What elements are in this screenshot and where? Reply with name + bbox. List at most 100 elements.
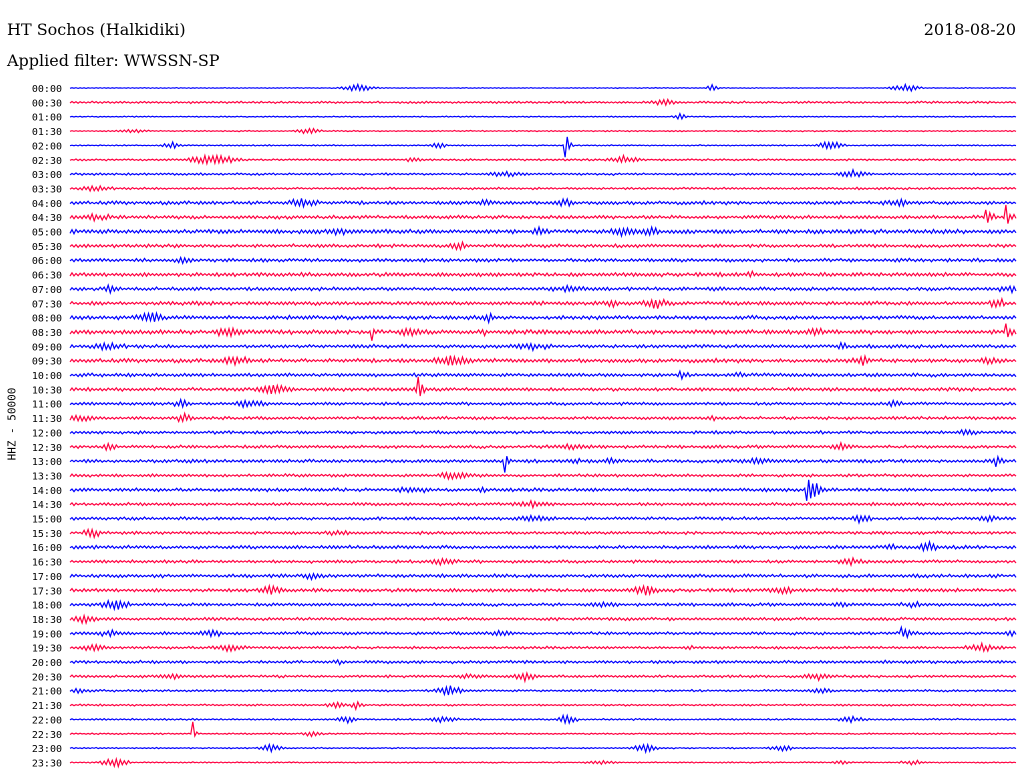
trace-label-0430: 04:30 xyxy=(32,213,62,224)
trace-label-1230: 12:30 xyxy=(32,443,62,454)
trace-0800 xyxy=(69,310,1017,325)
trace-1400 xyxy=(69,479,1017,501)
trace-1000 xyxy=(69,369,1017,381)
trace-label-2130: 21:30 xyxy=(32,701,62,712)
trace-0930 xyxy=(69,353,1017,368)
trace-label-2330: 23:30 xyxy=(32,758,62,769)
trace-label-0230: 02:30 xyxy=(32,156,62,167)
trace-1030 xyxy=(69,376,1017,397)
trace-0730 xyxy=(69,296,1017,310)
trace-1300 xyxy=(69,454,1017,473)
trace-2130 xyxy=(69,700,1017,712)
trace-label-0900: 09:00 xyxy=(32,342,62,353)
trace-label-0730: 07:30 xyxy=(32,299,62,310)
trace-label-1030: 10:30 xyxy=(32,385,62,396)
trace-label-0830: 08:30 xyxy=(32,328,62,339)
trace-label-1830: 18:30 xyxy=(32,615,62,626)
trace-1200 xyxy=(69,428,1017,437)
trace-1730 xyxy=(69,583,1017,597)
trace-1800 xyxy=(69,598,1017,612)
trace-1500 xyxy=(69,513,1017,525)
trace-1430 xyxy=(69,498,1017,510)
trace-label-1530: 15:30 xyxy=(32,529,62,540)
trace-label-0200: 02:00 xyxy=(32,141,62,152)
trace-label-0100: 01:00 xyxy=(32,113,62,124)
trace-label-0600: 06:00 xyxy=(32,256,62,267)
trace-label-2200: 22:00 xyxy=(32,715,62,726)
trace-1830 xyxy=(69,613,1017,626)
trace-label-0800: 08:00 xyxy=(32,314,62,325)
trace-label-1700: 17:00 xyxy=(32,572,62,583)
trace-label-2230: 22:30 xyxy=(32,730,62,741)
trace-label-2300: 23:00 xyxy=(32,744,62,755)
trace-0500 xyxy=(69,224,1017,239)
trace-label-0500: 05:00 xyxy=(32,228,62,239)
trace-2000 xyxy=(69,658,1017,666)
trace-1700 xyxy=(69,572,1017,582)
trace-1100 xyxy=(69,397,1017,410)
trace-label-1330: 13:30 xyxy=(32,471,62,482)
trace-label-1930: 19:30 xyxy=(32,644,62,655)
trace-0430 xyxy=(69,204,1017,224)
trace-0630 xyxy=(69,269,1017,279)
trace-0530 xyxy=(69,240,1017,252)
trace-2100 xyxy=(69,684,1017,697)
trace-0130 xyxy=(69,127,1017,135)
trace-2330 xyxy=(69,756,1017,769)
trace-0000 xyxy=(69,82,1017,93)
trace-0030 xyxy=(69,97,1017,107)
trace-label-0400: 04:00 xyxy=(32,199,62,210)
trace-label-0000: 00:00 xyxy=(32,84,62,95)
trace-label-0130: 01:30 xyxy=(32,127,62,138)
trace-label-1300: 13:00 xyxy=(32,457,62,468)
filter-label: Applied filter: WWSSN-SP xyxy=(7,51,220,70)
trace-1330 xyxy=(69,470,1017,481)
trace-label-2000: 20:00 xyxy=(32,658,62,669)
trace-label-1200: 12:00 xyxy=(32,428,62,439)
trace-label-1730: 17:30 xyxy=(32,586,62,597)
trace-label-1400: 14:00 xyxy=(32,486,62,497)
record-date: 2018-08-20 xyxy=(923,20,1016,39)
trace-label-1630: 16:30 xyxy=(32,558,62,569)
trace-label-1800: 18:00 xyxy=(32,601,62,612)
trace-0600 xyxy=(69,255,1017,266)
trace-label-1900: 19:00 xyxy=(32,629,62,640)
trace-1230 xyxy=(69,440,1017,452)
trace-2300 xyxy=(69,742,1017,755)
trace-1900 xyxy=(69,624,1017,640)
trace-2030 xyxy=(69,670,1017,684)
trace-label-0700: 07:00 xyxy=(32,285,62,296)
trace-label-0030: 00:30 xyxy=(32,98,62,109)
trace-label-0300: 03:00 xyxy=(32,170,62,181)
trace-1530 xyxy=(69,527,1017,540)
trace-label-2100: 21:00 xyxy=(32,687,62,698)
trace-1130 xyxy=(69,411,1017,424)
station-title: HT Sochos (Halkidiki) xyxy=(7,20,186,39)
trace-label-1500: 15:00 xyxy=(32,515,62,526)
trace-label-1100: 11:00 xyxy=(32,400,62,411)
trace-0400 xyxy=(69,197,1017,209)
trace-1630 xyxy=(69,556,1017,568)
trace-label-2030: 20:30 xyxy=(32,672,62,683)
trace-0230 xyxy=(69,153,1017,167)
trace-0830 xyxy=(69,323,1017,341)
trace-label-1130: 11:30 xyxy=(32,414,62,425)
trace-0900 xyxy=(69,340,1017,353)
trace-0100 xyxy=(69,112,1017,121)
trace-1930 xyxy=(69,641,1017,654)
trace-0700 xyxy=(69,283,1017,295)
trace-label-0630: 06:30 xyxy=(32,271,62,282)
trace-label-0930: 09:30 xyxy=(32,357,62,368)
trace-0300 xyxy=(69,167,1017,179)
trace-0330 xyxy=(69,184,1017,193)
trace-label-0330: 03:30 xyxy=(32,184,62,195)
trace-2230 xyxy=(69,721,1017,738)
trace-1600 xyxy=(69,539,1017,553)
trace-label-0530: 05:30 xyxy=(32,242,62,253)
trace-label-1600: 16:00 xyxy=(32,543,62,554)
trace-label-1430: 14:30 xyxy=(32,500,62,511)
trace-2200 xyxy=(69,713,1017,726)
trace-label-1000: 10:00 xyxy=(32,371,62,382)
trace-0200 xyxy=(69,136,1017,158)
